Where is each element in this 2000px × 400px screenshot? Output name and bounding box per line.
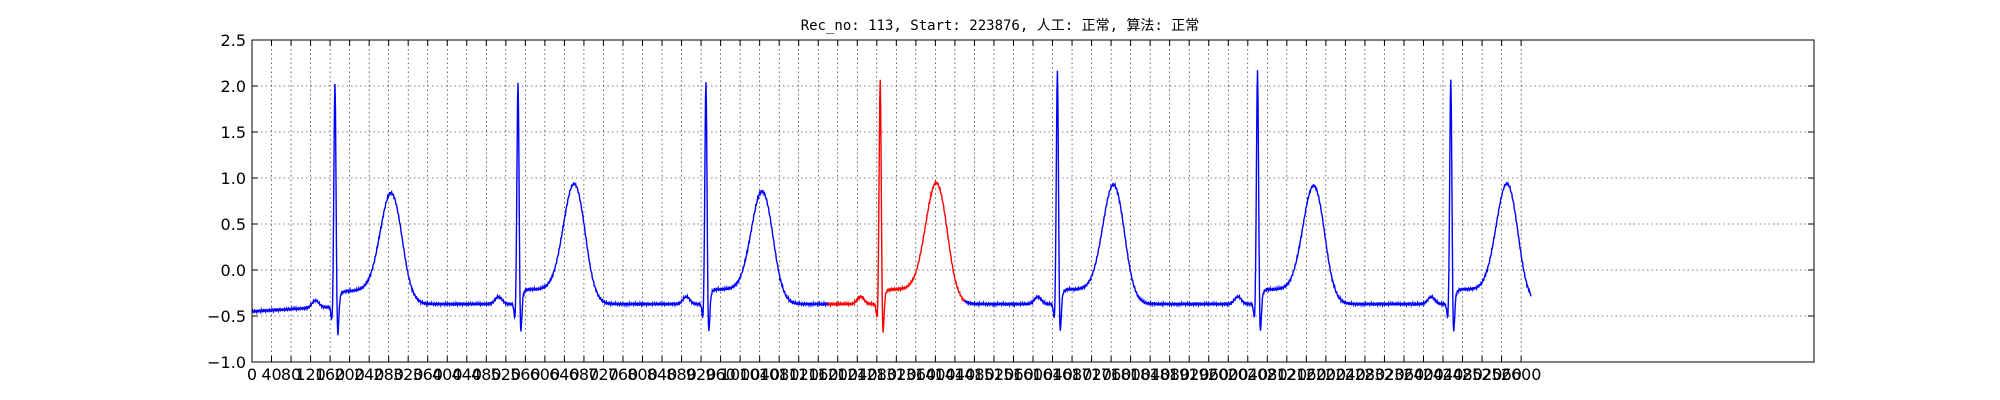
x-tick-label: 840 bbox=[647, 365, 678, 384]
x-tick-label: 1160 bbox=[798, 365, 839, 384]
x-tick-label: 480 bbox=[471, 365, 502, 384]
x-tick-label: 200 bbox=[334, 365, 365, 384]
x-tick-label: 2040 bbox=[1227, 365, 1268, 384]
x-tick-label: 2200 bbox=[1306, 365, 1347, 384]
x-tick-label: 1440 bbox=[935, 365, 976, 384]
x-tick-label: 1920 bbox=[1169, 365, 1210, 384]
x-tick-label: 2360 bbox=[1384, 365, 1425, 384]
x-tick-label: 2520 bbox=[1462, 365, 1503, 384]
x-tick-label: 80 bbox=[281, 365, 301, 384]
x-tick-label: 1120 bbox=[778, 365, 819, 384]
x-tick-label: 1960 bbox=[1188, 365, 1229, 384]
x-tick-label: 360 bbox=[412, 365, 443, 384]
y-axis: −1.0 −0.5 0.0 0.5 1.0 1.5 2.0 2.5 bbox=[207, 31, 1814, 372]
y-tick-label: 0.5 bbox=[221, 215, 246, 234]
x-tick-label: 240 bbox=[354, 365, 385, 384]
x-tick-label: 2120 bbox=[1266, 365, 1307, 384]
x-tick-label: 1280 bbox=[856, 365, 897, 384]
x-tick-label: 2480 bbox=[1442, 365, 1483, 384]
plot-frame bbox=[251, 39, 1815, 363]
x-tick-label: 1080 bbox=[759, 365, 800, 384]
grid bbox=[251, 39, 1814, 363]
x-tick-label: 760 bbox=[608, 365, 639, 384]
x-tick-label: 880 bbox=[666, 365, 697, 384]
x-tick-label: 1000 bbox=[720, 365, 761, 384]
x-tick-label: 1600 bbox=[1013, 365, 1054, 384]
x-tick-label: 680 bbox=[569, 365, 600, 384]
ecg-trace-highlight bbox=[827, 79, 966, 333]
x-tick-label: 2280 bbox=[1345, 365, 1386, 384]
x-tick-label: 920 bbox=[686, 365, 717, 384]
x-tick-label: 40 bbox=[261, 365, 281, 384]
y-tick-label: 0.0 bbox=[221, 261, 246, 280]
x-tick-label: 280 bbox=[373, 365, 404, 384]
x-tick-label: 800 bbox=[627, 365, 658, 384]
chart-title: Rec_no: 113, Start: 223876, 人工: 正常, 算法: … bbox=[801, 18, 1200, 34]
x-tick-label: 1480 bbox=[954, 365, 995, 384]
x-tick-label: 1760 bbox=[1091, 365, 1132, 384]
x-axis: 0 40 8012016020024028032036040044048052056… bbox=[247, 40, 1542, 384]
y-tick-label: 1.0 bbox=[221, 169, 246, 188]
x-tick-label: 1400 bbox=[915, 365, 956, 384]
x-tick-label: 1200 bbox=[817, 365, 858, 384]
x-tick-label: 1680 bbox=[1052, 365, 1093, 384]
y-tick-label: 1.5 bbox=[221, 123, 246, 142]
x-tick-label: 440 bbox=[452, 365, 483, 384]
x-tick-label: 2440 bbox=[1423, 365, 1464, 384]
x-tick-label: 2160 bbox=[1286, 365, 1327, 384]
x-tick-label: 1040 bbox=[739, 365, 780, 384]
y-tick-label: 2.5 bbox=[221, 31, 246, 50]
ecg-trace-normal-before bbox=[251, 82, 829, 336]
x-tick-label: 600 bbox=[530, 365, 561, 384]
x-tick-label: 1720 bbox=[1071, 365, 1112, 384]
y-tick-label: −0.5 bbox=[207, 307, 246, 326]
x-tick-label: 1800 bbox=[1110, 365, 1151, 384]
x-tick-label: 120 bbox=[295, 365, 326, 384]
x-tick-label: 1240 bbox=[837, 365, 878, 384]
x-tick-label: 1320 bbox=[876, 365, 917, 384]
x-tick-label: 520 bbox=[491, 365, 522, 384]
x-tick-label: 2600 bbox=[1501, 365, 1542, 384]
ecg-signal bbox=[251, 70, 1532, 336]
x-tick-label: 160 bbox=[315, 365, 346, 384]
x-tick-label: 2240 bbox=[1325, 365, 1366, 384]
x-tick-label: 320 bbox=[393, 365, 424, 384]
x-tick-label: 1560 bbox=[993, 365, 1034, 384]
x-tick-label: 2560 bbox=[1481, 365, 1522, 384]
x-tick-label: 1360 bbox=[895, 365, 936, 384]
x-tick-label: 720 bbox=[588, 365, 619, 384]
x-tick-label: 400 bbox=[432, 365, 463, 384]
x-tick-label: 560 bbox=[510, 365, 541, 384]
x-tick-label: 1840 bbox=[1130, 365, 1171, 384]
x-tick-label: 960 bbox=[705, 365, 736, 384]
ecg-trace-normal-after bbox=[964, 70, 1532, 332]
x-tick-label: 2000 bbox=[1208, 365, 1249, 384]
x-tick-label: 0 bbox=[247, 365, 257, 384]
x-tick-label: 1880 bbox=[1149, 365, 1190, 384]
x-tick-label: 640 bbox=[549, 365, 580, 384]
x-tick-label: 2400 bbox=[1403, 365, 1444, 384]
x-tick-label: 1520 bbox=[974, 365, 1015, 384]
x-tick-label: 1640 bbox=[1032, 365, 1073, 384]
y-tick-label: 2.0 bbox=[221, 77, 246, 96]
x-tick-label: 2320 bbox=[1364, 365, 1405, 384]
x-tick-label: 2080 bbox=[1247, 365, 1288, 384]
y-tick-label: −1.0 bbox=[207, 353, 246, 372]
